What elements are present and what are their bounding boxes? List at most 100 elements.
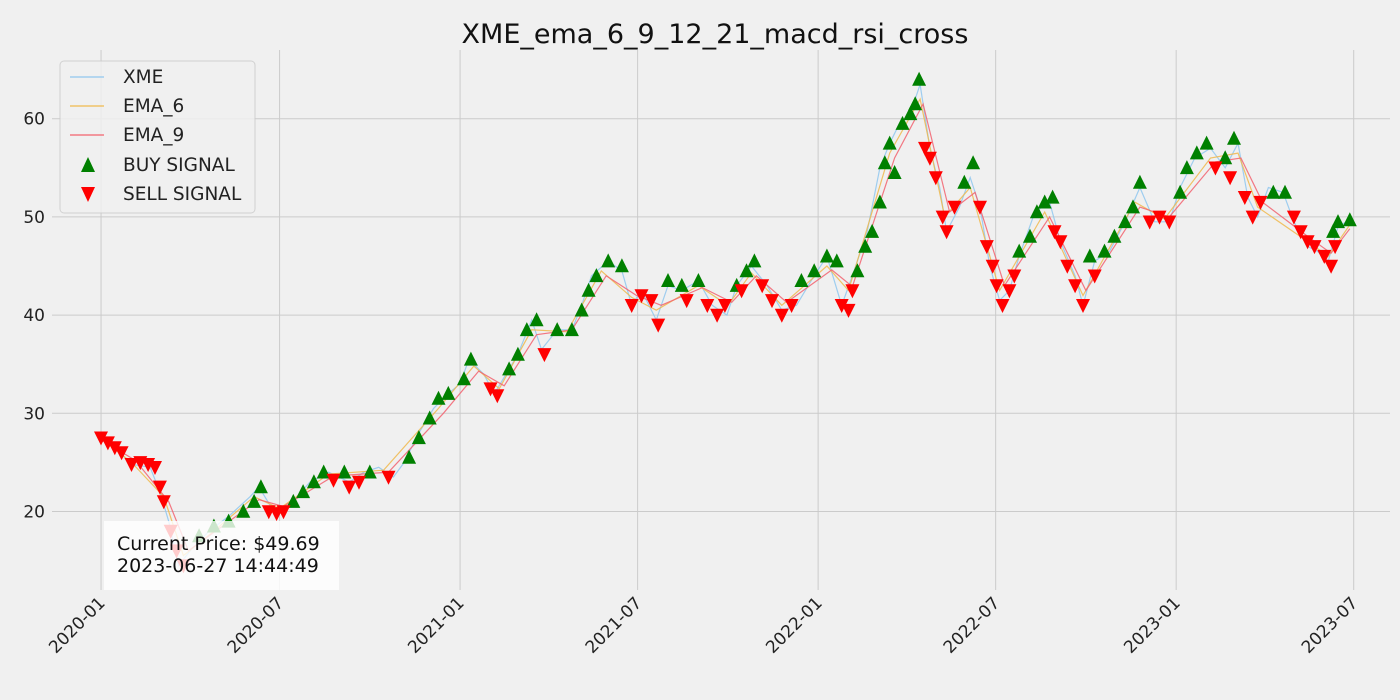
buy-signal-marker — [1045, 189, 1060, 204]
legend-label-ema6: EMA_6 — [123, 96, 184, 117]
buy-signal-marker — [829, 253, 844, 268]
sell-signal-marker — [100, 436, 115, 451]
buy-signal-marker — [1132, 174, 1147, 189]
sell-signal-marker — [634, 289, 649, 304]
y-axis-ticks: 20 30 40 50 60 — [23, 110, 45, 523]
grid-lines — [52, 50, 1390, 590]
current-time-text: 2023-06-27 14:44:49 — [117, 555, 319, 577]
buy-signal-marker — [739, 263, 754, 278]
buy-signal-marker — [887, 165, 902, 179]
sell-signal-marker — [1152, 210, 1167, 225]
sell-signal-marker — [124, 458, 139, 472]
buy-signal-marker — [1331, 214, 1345, 229]
buy-signal-marker — [1082, 248, 1097, 263]
sell-signal-marker — [1300, 235, 1315, 250]
buy-signal-marker — [850, 263, 865, 278]
sell-signal-marker — [985, 259, 1000, 274]
sell-signal-marker — [490, 389, 505, 404]
buy-signal-marker — [296, 484, 311, 499]
buy-signal-marker — [865, 223, 880, 238]
sell-signal-marker — [979, 240, 994, 255]
sell-signal-marker — [152, 480, 167, 495]
buy-signal-marker — [882, 135, 897, 150]
sell-signal-marker — [624, 299, 639, 313]
sell-signal-marker — [765, 294, 779, 309]
buy-signal-marker — [614, 258, 629, 273]
sell-signal-marker — [834, 299, 849, 313]
buy-signal-marker — [1189, 145, 1204, 160]
buy-signal-marker — [794, 273, 809, 287]
sell-signal-marker — [1142, 215, 1157, 230]
chart-title: XME_ema_6_9_12_21_macd_rsi_cross — [462, 19, 969, 50]
buy-signal-marker — [903, 106, 918, 121]
y-tick-label-20: 20 — [23, 502, 45, 522]
sell-signal-marker — [939, 225, 954, 240]
sell-signal-marker — [342, 480, 357, 495]
sell-signal-marker — [1307, 240, 1322, 255]
buy-signal-marker — [510, 346, 525, 361]
buy-signal-marker — [529, 312, 544, 327]
current-price-text: Current Price: $49.69 — [117, 533, 320, 555]
sell-signal-marker — [710, 308, 725, 323]
buy-signal-marker — [1126, 199, 1140, 214]
legend-label-ema9: EMA_9 — [123, 125, 184, 146]
buy-signal-marker — [1278, 184, 1292, 199]
buy-signal-marker — [431, 390, 446, 405]
sell-signal-marker — [651, 318, 666, 333]
sell-signal-marker — [841, 303, 856, 318]
buy-signal-marker — [286, 493, 301, 508]
buy-signal-marker — [337, 464, 352, 479]
buy-signal-marker — [747, 253, 762, 268]
buy-signal-marker — [1037, 194, 1052, 209]
buy-signal-marker — [1023, 228, 1037, 243]
sell-signal-marker — [935, 210, 950, 225]
buy-signal-marker — [362, 464, 377, 479]
buy-signal-marker — [306, 474, 321, 489]
legend-label-xme: XME — [123, 67, 163, 88]
sell-signal-marker — [922, 151, 937, 166]
buy-signal-marker — [550, 322, 565, 337]
buy-signal-marker — [457, 371, 471, 386]
sell-signal-marker — [1060, 259, 1075, 274]
current-price-box: Current Price: $49.69 2023-06-27 14:44:4… — [104, 521, 339, 590]
sell-signal-marker — [1208, 161, 1223, 176]
buy-signal-marker — [858, 238, 873, 253]
sell-signal-marker — [918, 141, 932, 156]
sell-signal-marker — [381, 470, 396, 485]
sell-signal-marker — [755, 279, 770, 294]
y-tick-label-50: 50 — [23, 208, 45, 228]
buy-signal-marker — [1012, 243, 1027, 258]
sell-signal-marker — [734, 284, 749, 299]
sell-signal-marker — [107, 441, 122, 456]
buy-signal-marker — [1199, 135, 1214, 150]
buy-signal-marker — [908, 96, 923, 111]
buy-signal-marker — [411, 430, 426, 445]
sell-signal-marker — [276, 505, 291, 520]
buy-signal-marker — [564, 322, 579, 337]
sell-signal-marker — [784, 299, 799, 313]
signal-markers — [94, 71, 1357, 574]
buy-signal-marker — [819, 248, 834, 263]
sell-signal-marker — [1053, 235, 1068, 250]
sell-signal-marker — [1237, 191, 1252, 205]
buy-signal-marker — [872, 194, 887, 209]
buy-signal-marker — [966, 155, 981, 170]
buy-signal-marker — [402, 449, 417, 464]
buy-signal-marker — [912, 71, 927, 86]
sell-signal-marker — [537, 348, 552, 363]
buy-signal-marker — [502, 361, 517, 376]
sell-signal-marker — [94, 431, 108, 446]
sell-signal-marker — [1076, 299, 1090, 313]
sell-signal-marker — [156, 495, 171, 510]
sell-signal-marker — [774, 308, 789, 323]
sell-signal-marker — [326, 473, 341, 488]
sell-signal-marker — [928, 171, 943, 186]
buy-signal-marker — [1342, 212, 1357, 227]
buy-signal-marker — [247, 493, 262, 508]
buy-signal-marker — [589, 268, 604, 283]
buy-signal-marker — [519, 322, 534, 337]
buy-signal-marker — [674, 277, 689, 292]
sell-signal-marker — [700, 299, 715, 313]
buy-signal-marker — [1326, 223, 1341, 238]
